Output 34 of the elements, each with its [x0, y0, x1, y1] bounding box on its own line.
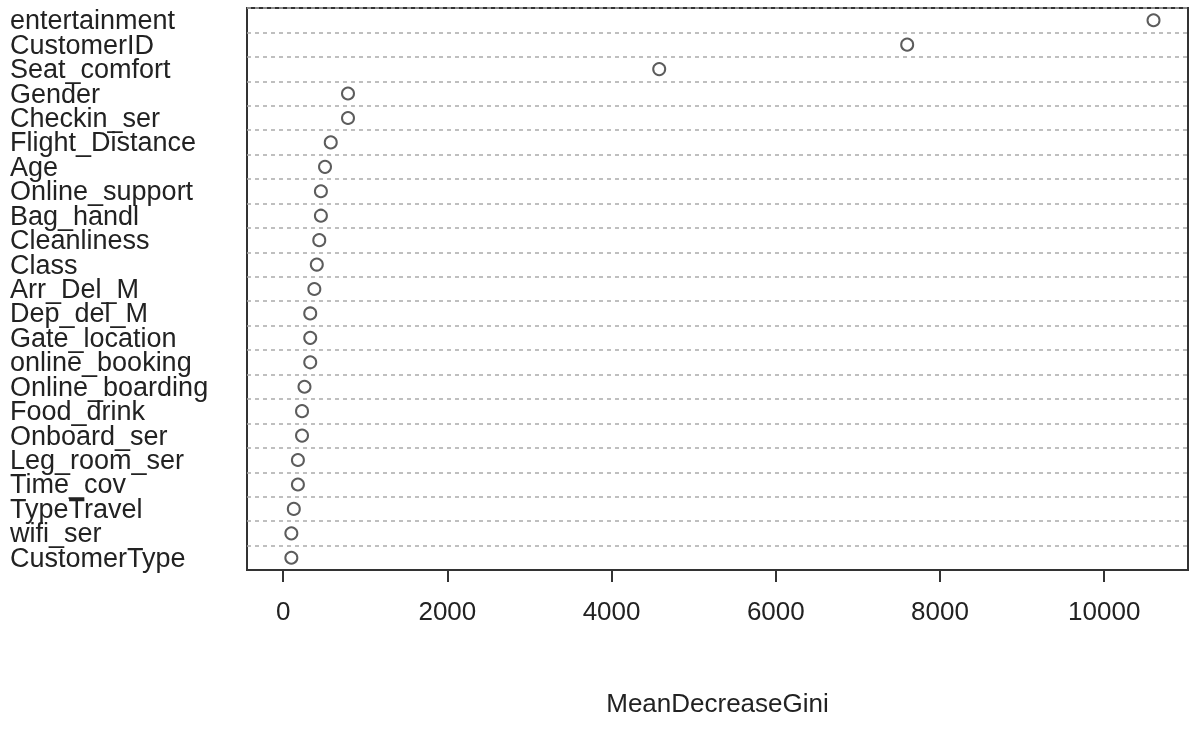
- point: [900, 37, 915, 52]
- point: [318, 159, 333, 174]
- point: [313, 208, 328, 223]
- point: [295, 404, 310, 419]
- y-tick-label: Checkin_ser: [10, 102, 161, 133]
- point: [303, 355, 318, 370]
- point: [309, 257, 324, 272]
- x-tick-label: 10000: [1068, 596, 1141, 626]
- point: [313, 184, 328, 199]
- point: [307, 282, 322, 296]
- point: [290, 477, 305, 492]
- point: [341, 86, 355, 101]
- point: [284, 526, 299, 541]
- x-tick-label: 6000: [746, 596, 805, 626]
- point: [303, 306, 318, 321]
- x-tick-label: 8000: [911, 596, 969, 626]
- point: [284, 550, 299, 565]
- point: [303, 330, 318, 345]
- point: [652, 62, 667, 77]
- point: [290, 453, 305, 468]
- point: [323, 135, 338, 150]
- x-axis-title: MeanDecreaseGini: [606, 688, 829, 718]
- x-tick-label: 0: [275, 596, 291, 626]
- point: [341, 110, 355, 125]
- point: [295, 428, 310, 443]
- x-tick-label: 4000: [582, 596, 641, 626]
- y-tick-label: TypeTravel: [10, 493, 143, 524]
- y-tick-label: Seat_comfort: [10, 54, 172, 85]
- x-tick-label: 2000: [418, 596, 477, 626]
- point: [1146, 13, 1161, 28]
- point: [312, 233, 327, 248]
- point: [297, 379, 312, 394]
- y-tick-label: entertainment: [10, 5, 176, 36]
- point: [286, 501, 301, 516]
